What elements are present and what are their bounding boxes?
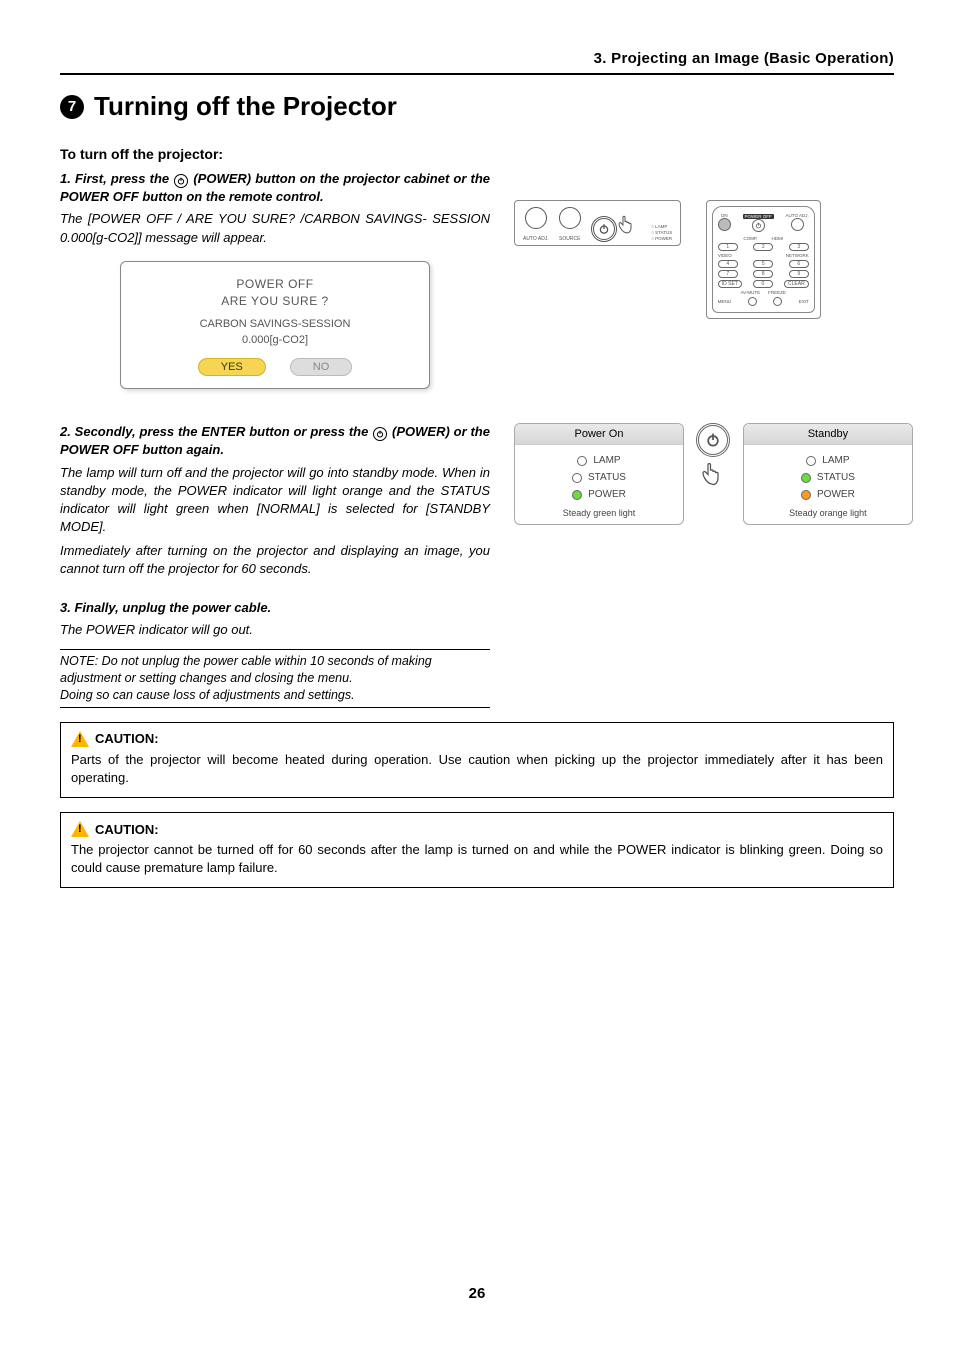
remote-illustration: ON POWER OFF AUTO ADJ. COMP. HDMI 123 VI… <box>706 200 821 319</box>
step2-label-a: 2. Secondly, press the ENTER button or p… <box>60 424 372 439</box>
dialog-no-button[interactable]: NO <box>290 358 353 376</box>
standby-caption: Steady orange light <box>744 506 912 524</box>
warning-icon <box>71 821 89 837</box>
warning-icon <box>71 731 89 747</box>
remote-freeze-label: FREEZE <box>768 290 786 295</box>
projector-panel-illustration: AUTO ADJ. SOURCE ○ LAMP ○ STATU <box>514 200 681 246</box>
panel-power-label: POWER <box>655 236 672 241</box>
power-icon <box>373 427 387 441</box>
step3-body: The POWER indicator will go out. <box>60 621 490 639</box>
power-on-caption: Steady green light <box>515 506 683 524</box>
chapter-header: 3. Projecting an Image (Basic Operation) <box>60 50 894 75</box>
panel-lamp-label: LAMP <box>655 224 667 229</box>
remote-network-label: NETWORK <box>786 253 809 258</box>
remote-btn-2[interactable]: 2 <box>753 243 773 251</box>
remote-btn-1[interactable]: 1 <box>718 243 738 251</box>
caution1-body: Parts of the projector will become heate… <box>71 751 883 787</box>
panel-autoadj-label: AUTO ADJ. <box>523 236 549 242</box>
step-3: 3. Finally, unplug the power cable. <box>60 599 490 617</box>
caution2-body: The projector cannot be turned off for 6… <box>71 841 883 877</box>
remote-btn-8[interactable]: 8 <box>753 270 773 278</box>
page-number: 26 <box>0 1285 954 1302</box>
remote-btn-6[interactable]: 6 <box>789 260 809 268</box>
section-title: Turning off the Projector <box>94 91 397 122</box>
dialog-line1: POWER OFF <box>131 276 419 293</box>
led-lamp-label: LAMP <box>822 455 849 466</box>
hand-icon <box>698 457 728 487</box>
caution-box-1: CAUTION: Parts of the projector will bec… <box>60 722 894 798</box>
panel-power-button[interactable] <box>591 216 617 242</box>
subheading: To turn off the projector: <box>60 146 894 162</box>
standby-state-panel: Standby LAMP STATUS POWER Steady orange … <box>743 423 913 525</box>
standby-title: Standby <box>744 424 912 445</box>
panel-source-label: SOURCE <box>559 236 581 242</box>
dialog-line2: ARE YOU SURE ? <box>131 293 419 310</box>
step1-body: The [POWER OFF / ARE YOU SURE? /CARBON S… <box>60 210 490 246</box>
remote-clear-button[interactable]: CLEAR <box>784 280 809 288</box>
dialog-yes-button[interactable]: YES <box>198 358 266 376</box>
led-lamp-label: LAMP <box>593 455 620 466</box>
remote-idset-button[interactable]: ID SET <box>718 280 742 288</box>
step2-body2: Immediately after turning on the project… <box>60 542 490 578</box>
panel-status-label: STATUS <box>655 230 672 235</box>
remote-exit-label: EXIT <box>799 299 809 304</box>
remote-video-label: VIDEO <box>718 253 732 258</box>
power-button-mid-illustration <box>696 423 730 492</box>
note: NOTE: Do not unplug the power cable with… <box>60 649 490 708</box>
remote-on-button[interactable] <box>718 218 731 231</box>
caution-label: CAUTION: <box>95 822 159 837</box>
led-power-label: POWER <box>817 489 855 500</box>
power-on-state-panel: Power On LAMP STATUS POWER Steady green … <box>514 423 684 525</box>
poweroff-dialog: POWER OFF ARE YOU SURE ? CARBON SAVINGS-… <box>120 261 430 389</box>
step-1: 1. First, press the (POWER) button on th… <box>60 170 490 206</box>
remote-autoadj-button[interactable] <box>791 218 804 231</box>
caution-box-2: CAUTION: The projector cannot be turned … <box>60 812 894 888</box>
remote-btn-5[interactable]: 5 <box>753 260 773 268</box>
dialog-line4: 0.000[g-CO2] <box>131 333 419 348</box>
led-power-label: POWER <box>588 489 626 500</box>
caution-label: CAUTION: <box>95 731 159 746</box>
remote-btn-4[interactable]: 4 <box>718 260 738 268</box>
step-2: 2. Secondly, press the ENTER button or p… <box>60 423 490 459</box>
remote-comp-label: COMP. <box>743 236 757 241</box>
dialog-line3: CARBON SAVINGS-SESSION <box>131 317 419 332</box>
remote-btn-9[interactable]: 9 <box>789 270 809 278</box>
remote-btn-7[interactable]: 7 <box>718 270 738 278</box>
step2-body1: The lamp will turn off and the projector… <box>60 464 490 537</box>
section-title-row: 7 Turning off the Projector <box>60 91 894 122</box>
power-on-title: Power On <box>515 424 683 445</box>
remote-poweroff-button[interactable] <box>752 219 765 232</box>
power-icon <box>174 174 188 188</box>
step1-label-a: 1. First, press the <box>60 171 173 186</box>
remote-btn-0[interactable]: 0 <box>753 280 773 288</box>
section-number-badge: 7 <box>60 95 84 119</box>
led-status-label: STATUS <box>588 472 626 483</box>
remote-menu-label: MENU <box>718 299 731 304</box>
led-status-label: STATUS <box>817 472 855 483</box>
hand-icon <box>615 211 639 235</box>
remote-avmute-label: AV-MUTE <box>741 290 761 295</box>
remote-btn-3[interactable]: 3 <box>789 243 809 251</box>
